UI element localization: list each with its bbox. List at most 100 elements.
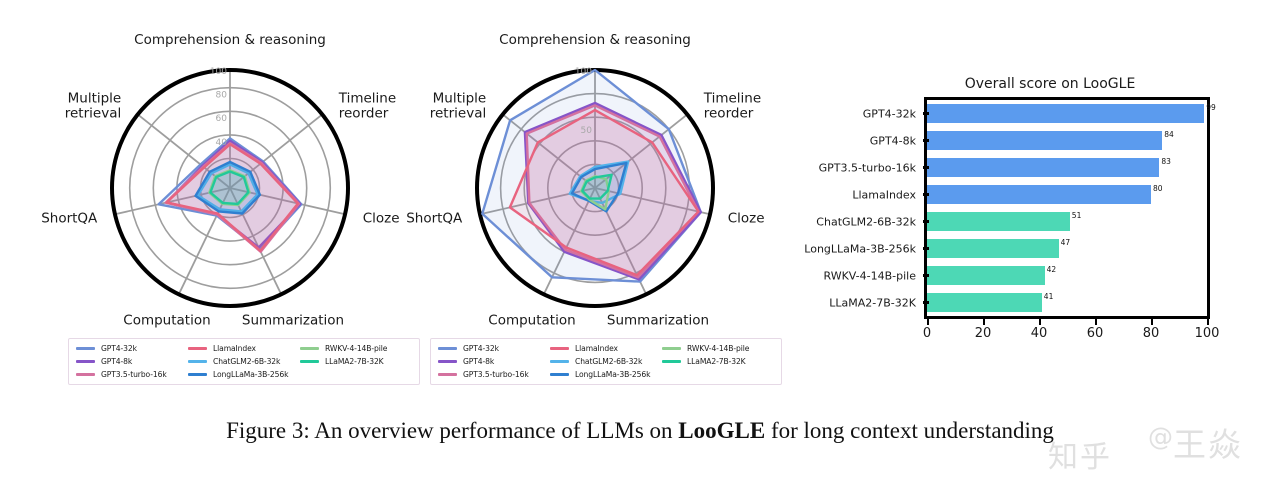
legend-swatch-icon bbox=[550, 373, 569, 376]
legend-label: ChatGLM2-6B-32k bbox=[213, 357, 281, 366]
bar-row[interactable]: 51 bbox=[927, 211, 1082, 231]
radar-series-LLaMA2-7B-32K bbox=[581, 173, 613, 200]
bar-row[interactable]: 47 bbox=[927, 238, 1070, 258]
legend-swatch-icon bbox=[438, 360, 457, 363]
radar-tick-label: 100 bbox=[575, 67, 592, 77]
y-tick-mark bbox=[923, 301, 929, 304]
bar-value-label: 99 bbox=[1206, 103, 1216, 112]
radar-tick-label: 80 bbox=[216, 91, 228, 101]
legend-swatch-icon bbox=[76, 347, 95, 350]
legend-swatch-icon bbox=[438, 347, 457, 350]
legend-swatch-icon bbox=[550, 360, 569, 363]
legend-swatch-icon bbox=[188, 347, 207, 350]
x-tick-label: 100 bbox=[1194, 326, 1220, 341]
bar-value-label: 80 bbox=[1153, 184, 1163, 193]
y-tick-mark bbox=[923, 274, 929, 277]
legend-label: GPT4-32k bbox=[463, 344, 499, 353]
radar-axis-label: Cloze bbox=[363, 210, 400, 226]
caption-suffix: for long context understanding bbox=[765, 418, 1054, 443]
radar-tick-label: 40 bbox=[216, 138, 228, 148]
radar-left-svg: 100 80 60 40 Comprehension & reasoning Timeli… bbox=[41, 32, 400, 329]
legend-item[interactable]: LLaMA2-7B-32K bbox=[662, 356, 774, 367]
bar-category-label: RWKV-4-14B-pile bbox=[823, 269, 916, 282]
legend-item[interactable]: ChatGLM2-6B-32k bbox=[550, 356, 662, 367]
bar-rect[interactable] bbox=[927, 131, 1163, 150]
bar-row[interactable]: 41 bbox=[927, 292, 1054, 312]
legend-item[interactable]: LLaMA2-7B-32K bbox=[300, 356, 412, 367]
legend-swatch-icon bbox=[662, 347, 681, 350]
radar-axis-label: ShortQA bbox=[406, 210, 463, 226]
bar-value-label: 42 bbox=[1046, 265, 1057, 274]
bar-category-label: LongLLaMa-3B-256k bbox=[804, 242, 916, 255]
bar-x-axis: 0 20 40 60 80 100 bbox=[923, 319, 1219, 349]
figure-caption: Figure 3: An overview performance of LLM… bbox=[0, 418, 1280, 444]
bar-row[interactable]: 42 bbox=[927, 265, 1057, 285]
radar-tick-label: 60 bbox=[216, 114, 228, 124]
bar-category-label: ChatGLM2-6B-32k bbox=[816, 215, 916, 228]
legend-item[interactable]: GPT3.5-turbo-16k bbox=[76, 369, 188, 380]
legend-item[interactable]: LongLLaMa-3B-256k bbox=[188, 369, 300, 380]
legend-item[interactable]: GPT4-32k bbox=[76, 343, 188, 354]
bar-rect[interactable] bbox=[927, 158, 1160, 177]
bar-rect[interactable] bbox=[927, 239, 1059, 258]
legend-column: RWKV-4-14B-pile LLaMA2-7B-32K bbox=[662, 343, 774, 380]
legend-label: GPT4-8k bbox=[101, 357, 133, 366]
legend-item[interactable]: RWKV-4-14B-pile bbox=[662, 343, 774, 354]
legend-item[interactable]: GPT4-32k bbox=[438, 343, 550, 354]
radar-spoke bbox=[177, 187, 231, 295]
radar-axis-label: retrieval bbox=[430, 105, 486, 121]
x-tick-label: 20 bbox=[974, 326, 992, 341]
radar-axis-label: Summarization bbox=[242, 313, 344, 329]
legend-label: LongLLaMa-3B-256k bbox=[575, 370, 651, 379]
bar-rect[interactable] bbox=[927, 293, 1042, 312]
bar-rect[interactable] bbox=[927, 104, 1205, 123]
bar-row[interactable]: 99 bbox=[927, 103, 1216, 123]
bar-rect[interactable] bbox=[927, 212, 1070, 231]
x-tick-mark bbox=[1095, 319, 1097, 325]
bar-category-label: LlamaIndex bbox=[852, 188, 916, 201]
radar-right-plot: 100 50 Comprehension & reasoning Timeline re… bbox=[390, 0, 810, 335]
radar-axis-label: reorder bbox=[339, 105, 389, 121]
legend-item[interactable]: GPT4-8k bbox=[76, 356, 188, 367]
legend-label: GPT3.5-turbo-16k bbox=[101, 370, 167, 379]
legend-label: LLaMA2-7B-32K bbox=[687, 357, 746, 366]
bar-rect[interactable] bbox=[927, 185, 1151, 204]
legend-item[interactable]: ChatGLM2-6B-32k bbox=[188, 356, 300, 367]
radar-axis-label: Cloze bbox=[728, 210, 765, 226]
legend-item[interactable]: RWKV-4-14B-pile bbox=[300, 343, 412, 354]
bar-category-label: GPT4-8k bbox=[869, 134, 916, 147]
bar-row[interactable]: 80 bbox=[927, 184, 1163, 204]
y-tick-mark bbox=[923, 112, 929, 115]
legend-item[interactable]: GPT4-8k bbox=[438, 356, 550, 367]
bar-row[interactable]: 83 bbox=[927, 157, 1171, 177]
radar-outer-ring bbox=[110, 68, 350, 308]
radar-chart-right: 100 50 Comprehension & reasoning Timeline re… bbox=[390, 0, 810, 400]
legend-swatch-icon bbox=[300, 360, 319, 363]
bar-value-label: 41 bbox=[1043, 292, 1054, 301]
legend-item[interactable]: LlamaIndex bbox=[550, 343, 662, 354]
radar-series-LongLLaMa-3B-256k bbox=[570, 161, 628, 213]
y-tick-mark bbox=[923, 193, 929, 196]
bar-rect[interactable] bbox=[927, 266, 1045, 285]
bar-category-label: LLaMA2-7B-32K bbox=[829, 296, 916, 309]
legend-left: GPT4-32k GPT4-8k GPT3.5-turbo-16k LlamaInde… bbox=[68, 338, 420, 385]
legend-swatch-icon bbox=[76, 373, 95, 376]
bar-value-label: 51 bbox=[1071, 211, 1082, 220]
legend-item[interactable]: GPT3.5-turbo-16k bbox=[438, 369, 550, 380]
radar-axis-label: Computation bbox=[488, 313, 575, 329]
radar-axis-label: Timeline bbox=[338, 90, 396, 106]
radar-axis-label: retrieval bbox=[65, 105, 121, 121]
legend-swatch-icon bbox=[550, 347, 569, 350]
radar-axis-label: Timeline bbox=[703, 90, 761, 106]
x-tick-mark bbox=[927, 319, 929, 325]
bar-row[interactable]: 84 bbox=[927, 130, 1174, 150]
legend-label: GPT4-8k bbox=[463, 357, 495, 366]
legend-swatch-icon bbox=[188, 360, 207, 363]
radar-chart-left: 100 80 60 40 Comprehension & reasoning Timeli… bbox=[20, 0, 440, 400]
radar-tick-label: 50 bbox=[581, 126, 593, 136]
legend-label: GPT4-32k bbox=[101, 344, 137, 353]
y-tick-mark bbox=[923, 220, 929, 223]
legend-item[interactable]: LongLLaMa-3B-256k bbox=[550, 369, 662, 380]
x-tick-mark bbox=[1207, 319, 1209, 325]
legend-item[interactable]: LlamaIndex bbox=[188, 343, 300, 354]
